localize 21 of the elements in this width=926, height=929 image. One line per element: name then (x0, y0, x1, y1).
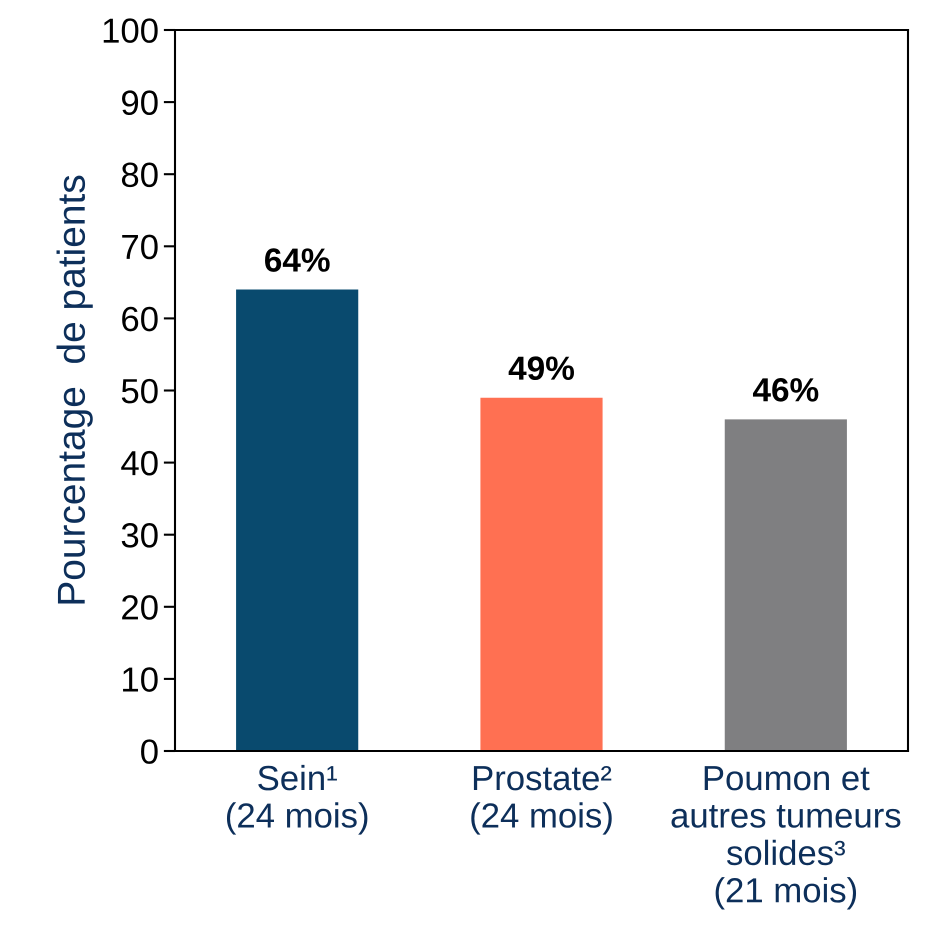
bar (724, 419, 847, 751)
y-tick-label: 30 (122, 523, 158, 548)
y-tick-label: 60 (122, 306, 158, 332)
y-tick-label: 20 (122, 595, 158, 620)
data-label: 49% (508, 356, 574, 380)
x-tick-label: Prostate² (24 mois) (471, 766, 612, 835)
y-tick-label: 10 (123, 667, 158, 692)
y-axis-title: Pourcentage de patients (56, 176, 93, 604)
y-tick-label: 40 (121, 450, 158, 476)
y-tick-label: 0 (141, 739, 158, 764)
data-label: 64% (265, 248, 330, 272)
data-label: 46% (752, 378, 818, 402)
bar (236, 290, 358, 751)
x-tick-label: Sein¹ (24 mois) (226, 764, 368, 835)
y-tick-label: 50 (122, 378, 158, 404)
bar (480, 398, 603, 751)
y-tick-label: 90 (122, 90, 158, 116)
y-tick-label: 100 (104, 18, 158, 43)
x-tick-label: Poumon et autres tumeurs solides³ (21 mois) (672, 766, 900, 910)
y-tick-label: 80 (122, 162, 158, 188)
y-tick-label: 70 (122, 234, 158, 260)
